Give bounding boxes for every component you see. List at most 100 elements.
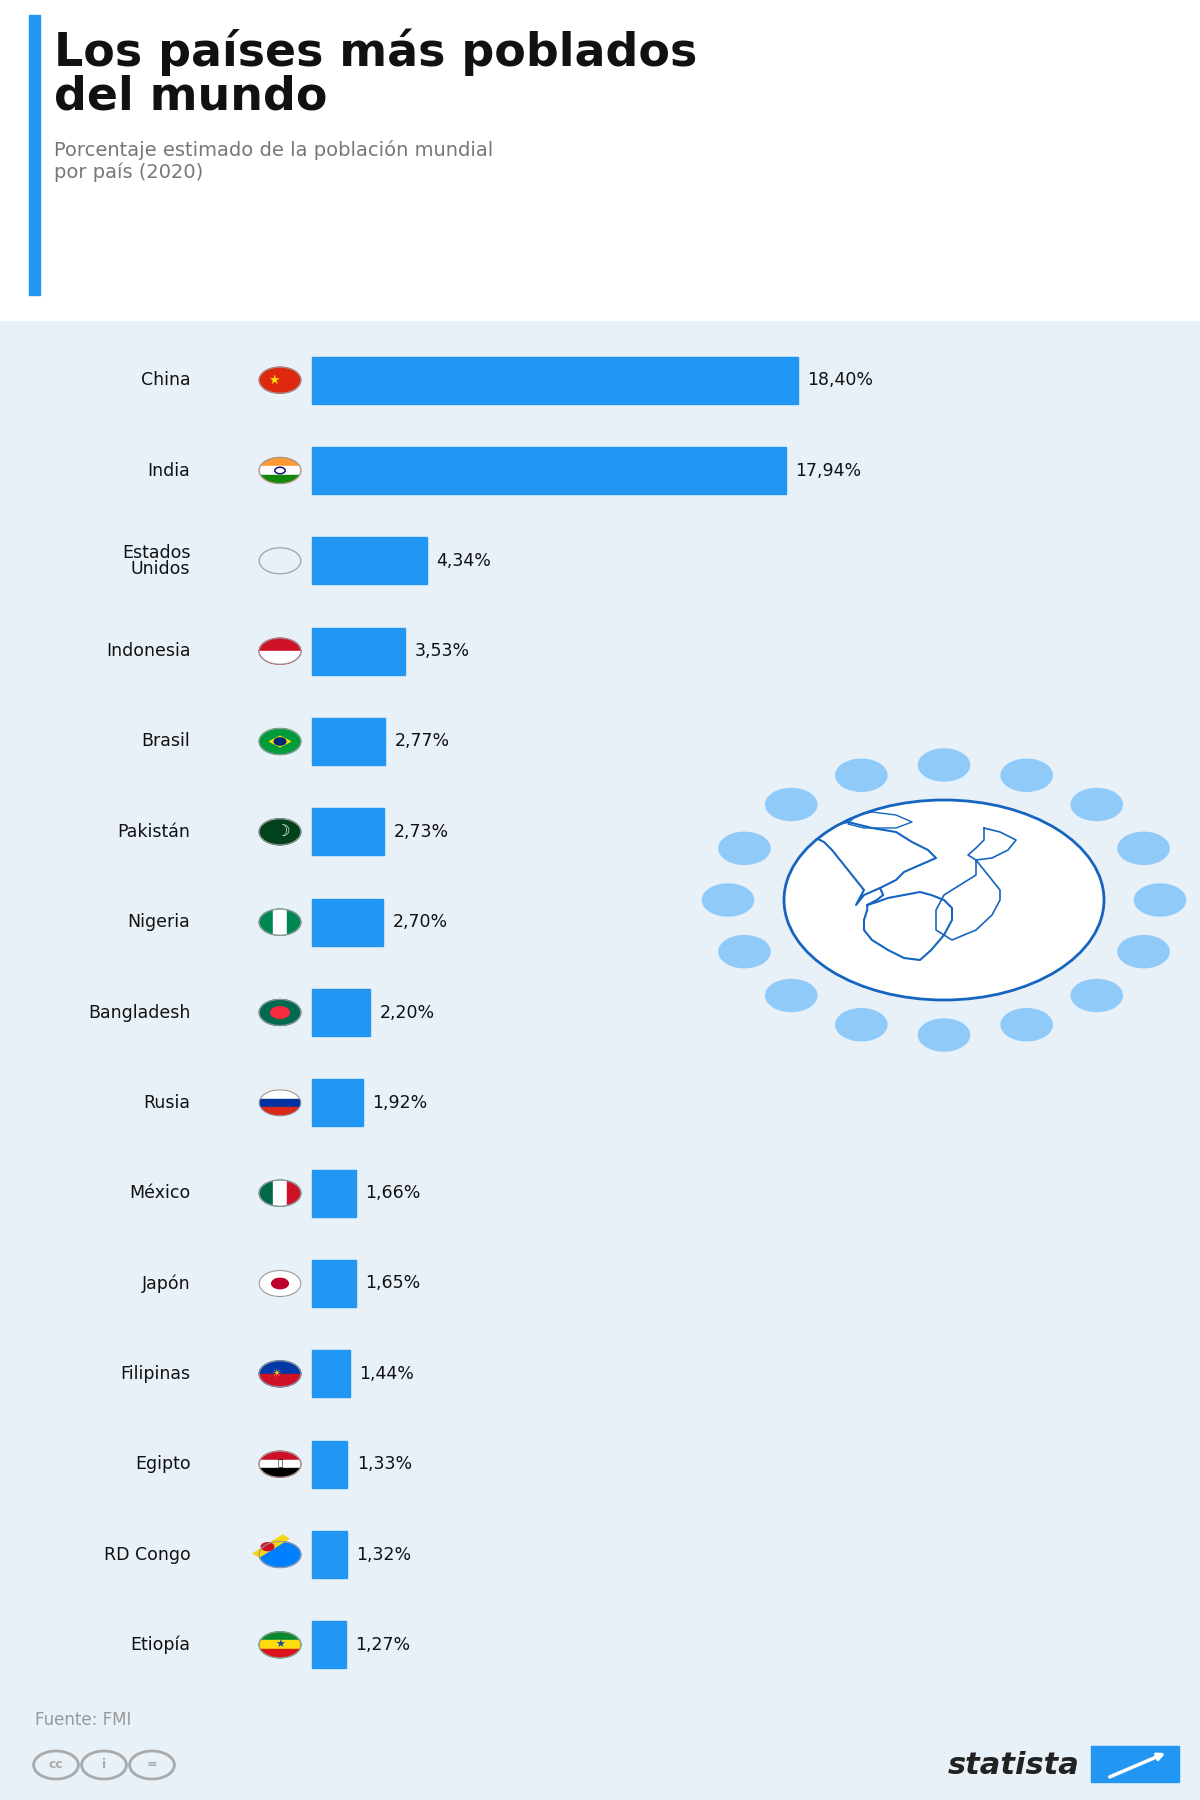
Bar <box>1091 1746 1180 1782</box>
Text: Unidos: Unidos <box>131 560 191 578</box>
Bar <box>312 628 406 675</box>
Circle shape <box>259 1271 301 1296</box>
Text: 1,33%: 1,33% <box>356 1454 412 1472</box>
Bar <box>259 1469 301 1478</box>
Circle shape <box>1072 788 1122 821</box>
Bar <box>259 466 301 475</box>
Bar <box>259 1640 301 1649</box>
Bar <box>312 898 383 945</box>
Circle shape <box>262 1543 274 1550</box>
Circle shape <box>766 979 817 1012</box>
Circle shape <box>259 1451 301 1478</box>
Text: =: = <box>146 1759 157 1771</box>
Circle shape <box>835 760 887 792</box>
Bar <box>274 1181 287 1206</box>
Bar <box>312 1350 350 1397</box>
Text: ☽: ☽ <box>275 824 289 839</box>
Circle shape <box>259 729 301 754</box>
Bar <box>287 1181 301 1206</box>
Circle shape <box>784 799 1104 1001</box>
Bar <box>312 988 370 1037</box>
Text: Nigeria: Nigeria <box>127 913 191 931</box>
Circle shape <box>918 749 970 781</box>
Text: 1,27%: 1,27% <box>355 1636 410 1654</box>
Text: 🦅: 🦅 <box>277 1460 283 1469</box>
Circle shape <box>259 1633 301 1658</box>
Text: ☀: ☀ <box>271 1368 281 1379</box>
Text: 2,73%: 2,73% <box>394 823 449 841</box>
Bar <box>259 475 301 484</box>
Bar <box>274 909 287 936</box>
Circle shape <box>259 457 301 484</box>
Text: 1,32%: 1,32% <box>356 1546 412 1564</box>
Circle shape <box>719 936 770 968</box>
Text: Estados: Estados <box>122 544 191 562</box>
Text: 17,94%: 17,94% <box>796 461 862 479</box>
Text: 1,92%: 1,92% <box>372 1094 427 1112</box>
Bar <box>312 356 798 403</box>
Circle shape <box>259 1361 301 1386</box>
Bar <box>259 652 301 664</box>
Text: Brasil: Brasil <box>142 733 191 751</box>
Bar <box>253 1535 289 1557</box>
Text: 1,44%: 1,44% <box>360 1364 414 1382</box>
Circle shape <box>1072 979 1122 1012</box>
Text: 2,70%: 2,70% <box>392 913 448 931</box>
Bar <box>259 1107 301 1116</box>
Bar <box>312 718 385 765</box>
Bar <box>312 808 384 855</box>
Circle shape <box>259 819 301 844</box>
Bar <box>29 14 40 295</box>
Text: Pakistán: Pakistán <box>118 823 191 841</box>
Text: ★: ★ <box>268 374 280 387</box>
Text: China: China <box>140 371 191 389</box>
Text: por país (2020): por país (2020) <box>54 162 204 182</box>
Text: i: i <box>102 1759 106 1771</box>
Bar <box>312 1532 347 1579</box>
Circle shape <box>271 1278 288 1289</box>
Text: Porcentaje estimado de la población mundial: Porcentaje estimado de la población mund… <box>54 140 493 160</box>
Text: statista: statista <box>948 1750 1080 1780</box>
Circle shape <box>1001 1008 1052 1040</box>
Text: cc: cc <box>49 1759 64 1771</box>
Text: Etiopía: Etiopía <box>131 1636 191 1654</box>
Text: 3,53%: 3,53% <box>415 643 470 661</box>
Text: Los países más poblados: Los países más poblados <box>54 29 697 76</box>
Circle shape <box>259 639 301 664</box>
Bar <box>0 0 1200 320</box>
Text: México: México <box>130 1184 191 1202</box>
Circle shape <box>719 832 770 864</box>
Text: Bangladesh: Bangladesh <box>88 1004 191 1022</box>
Polygon shape <box>270 736 290 747</box>
Circle shape <box>259 909 301 936</box>
Circle shape <box>1118 936 1169 968</box>
Text: 18,40%: 18,40% <box>808 371 874 389</box>
Text: RD Congo: RD Congo <box>103 1546 191 1564</box>
Circle shape <box>274 738 286 745</box>
Text: 1,65%: 1,65% <box>365 1274 420 1292</box>
Bar <box>312 1260 355 1307</box>
Circle shape <box>918 1019 970 1051</box>
Circle shape <box>259 1181 301 1206</box>
Text: India: India <box>148 461 191 479</box>
Text: Rusia: Rusia <box>144 1094 191 1112</box>
Text: 2,20%: 2,20% <box>379 1004 434 1022</box>
Bar <box>312 538 426 585</box>
Bar <box>287 909 301 936</box>
Circle shape <box>1001 760 1052 792</box>
Text: ★: ★ <box>275 1640 284 1651</box>
Bar <box>259 1649 301 1658</box>
Circle shape <box>1118 832 1169 864</box>
Text: Filipinas: Filipinas <box>120 1364 191 1382</box>
Bar <box>312 1170 356 1217</box>
Circle shape <box>702 884 754 916</box>
Bar <box>259 1373 301 1386</box>
Circle shape <box>259 1541 301 1568</box>
Text: 1,66%: 1,66% <box>366 1184 421 1202</box>
Circle shape <box>766 788 817 821</box>
Circle shape <box>835 1008 887 1040</box>
Text: del mundo: del mundo <box>54 76 328 121</box>
Text: Japón: Japón <box>142 1274 191 1292</box>
Text: 2,77%: 2,77% <box>395 733 450 751</box>
Circle shape <box>259 1089 301 1116</box>
